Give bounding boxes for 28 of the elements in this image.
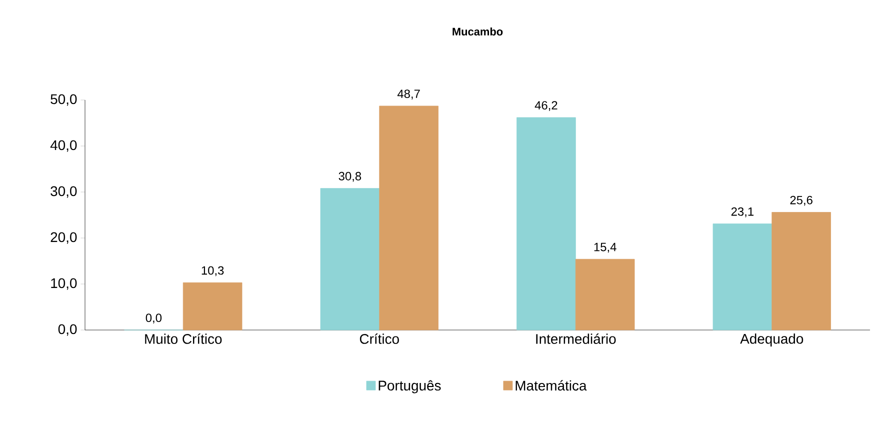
bar xyxy=(182,282,242,330)
bar xyxy=(516,117,576,330)
data-label: 10,3 xyxy=(202,266,224,276)
data-label: 23,1 xyxy=(731,207,754,218)
data-label: 30,8 xyxy=(338,172,362,182)
y-tick-label: 0,0 xyxy=(58,324,77,336)
chart-title: Mucambo xyxy=(452,27,503,36)
y-tick-label: 20,0 xyxy=(50,232,77,244)
bar xyxy=(772,212,831,330)
data-label: 25,6 xyxy=(790,196,812,206)
data-label: 0,0 xyxy=(146,314,162,324)
x-tick-label: Adequado xyxy=(740,334,804,347)
x-tick-label: Intermediário xyxy=(536,334,616,344)
x-tick-label: Crítico xyxy=(360,334,399,344)
bar xyxy=(575,258,635,330)
legend-label: Português xyxy=(378,380,441,394)
data-label: 15,4 xyxy=(594,242,616,253)
x-tick-label: Muito Crítico xyxy=(145,334,222,344)
bar xyxy=(712,224,772,330)
legend-label: Matemática xyxy=(516,380,587,391)
y-tick-label: 10,0 xyxy=(51,278,77,290)
data-label: 46,2 xyxy=(534,101,558,111)
y-tick-label: 50,0 xyxy=(50,94,77,106)
bar xyxy=(320,188,380,330)
y-tick-label: 30,0 xyxy=(50,186,77,198)
y-tick-label: 40,0 xyxy=(50,140,77,152)
data-label: 48,7 xyxy=(397,90,420,100)
bar xyxy=(379,106,438,330)
